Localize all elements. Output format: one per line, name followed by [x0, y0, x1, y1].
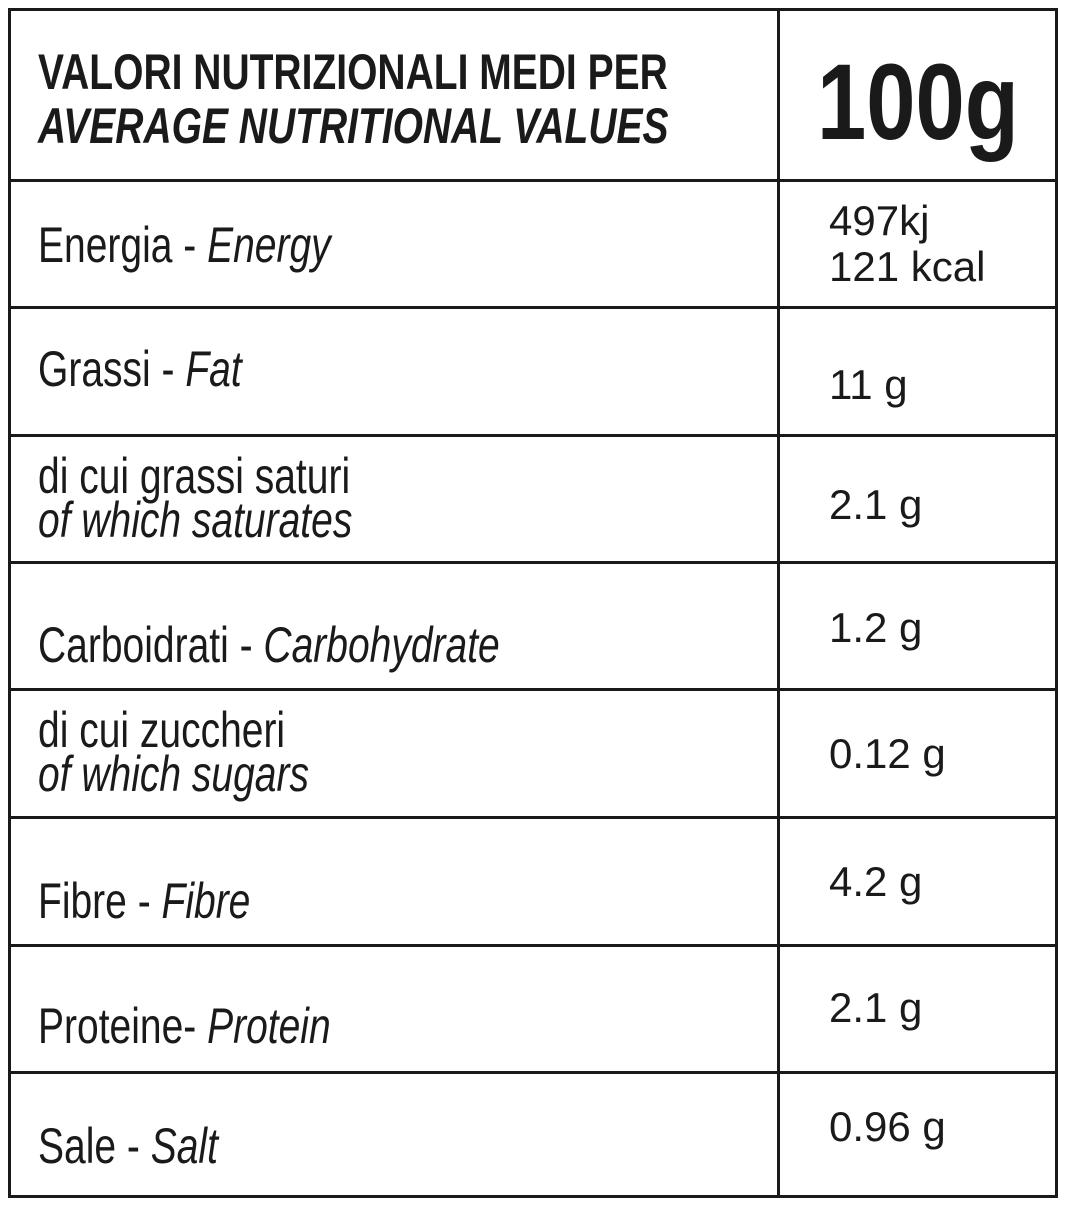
row-label: di cui grassi saturi of which saturates: [38, 448, 353, 548]
row-value: 0.96 g: [829, 1103, 946, 1150]
table-row-fibre: Fibre - Fibre 4.2 g: [11, 816, 1055, 944]
row-value: 1.2 g: [829, 604, 923, 651]
row-label-en: of which saturates: [38, 492, 353, 548]
header-amount: 100g: [817, 41, 1019, 162]
row-value: 2.1 g: [829, 481, 923, 528]
table-row-fat: Grassi - Fat 11 g: [11, 306, 1055, 434]
row-label: di cui zuccheri of which sugars: [38, 702, 309, 802]
row-label: Proteine- Protein: [38, 1000, 331, 1052]
table-row-salt: Sale - Salt 0.96 g: [11, 1071, 1055, 1195]
row-label: Sale - Salt: [38, 1120, 218, 1172]
energy-kj-value: 497kj: [829, 197, 930, 244]
header-row: VALORI NUTRIZIONALI MEDI PER AVERAGE NUT…: [11, 11, 1055, 179]
row-value: 0.12 g: [829, 730, 946, 777]
row-label: Carboidrati - Carbohydrate: [38, 619, 500, 671]
row-value: 11 g: [829, 361, 908, 408]
row-value: 497kj 121 kcal: [829, 198, 985, 290]
header-title: VALORI NUTRIZIONALI MEDI PER AVERAGE NUT…: [38, 45, 669, 153]
row-label-it: Sale -: [38, 1118, 151, 1174]
row-label-en: Protein: [207, 998, 331, 1054]
table-row-saturates: di cui grassi saturi of which saturates …: [11, 434, 1055, 561]
row-label-it: Carboidrati -: [38, 617, 264, 673]
row-label-en: Fat: [185, 341, 242, 397]
row-value: 2.1 g: [829, 984, 923, 1031]
row-label-en: Carbohydrate: [263, 617, 500, 673]
row-label-en: Salt: [150, 1118, 218, 1174]
column-divider: [777, 11, 780, 1195]
row-label: Energia - Energy: [38, 219, 331, 271]
row-label: Fibre - Fibre: [38, 875, 250, 927]
row-label-it: di cui grassi saturi: [38, 448, 351, 504]
row-label-it: Grassi -: [38, 341, 186, 397]
row-label-it: Energia -: [38, 217, 208, 273]
table-row-energy: Energia - Energy 497kj 121 kcal: [11, 179, 1055, 306]
energy-kcal-value: 121 kcal: [829, 243, 986, 290]
header-title-it: VALORI NUTRIZIONALI MEDI PER: [38, 44, 668, 100]
table-row-carbohydrate: Carboidrati - Carbohydrate 1.2 g: [11, 561, 1055, 688]
row-label-it: Proteine-: [38, 998, 208, 1054]
nutrition-table: VALORI NUTRIZIONALI MEDI PER AVERAGE NUT…: [8, 8, 1058, 1198]
row-label: Grassi - Fat: [38, 343, 242, 395]
row-label-it: di cui zuccheri: [38, 702, 286, 758]
row-value: 4.2 g: [829, 858, 923, 905]
table-row-sugars: di cui zuccheri of which sugars 0.12 g: [11, 688, 1055, 816]
row-label-en: Fibre: [161, 873, 251, 929]
table-row-protein: Proteine- Protein 2.1 g: [11, 944, 1055, 1071]
row-label-en: Energy: [207, 217, 331, 273]
header-title-en: AVERAGE NUTRITIONAL VALUES: [38, 98, 669, 154]
row-label-en: of which sugars: [38, 746, 309, 802]
row-label-it: Fibre -: [38, 873, 162, 929]
